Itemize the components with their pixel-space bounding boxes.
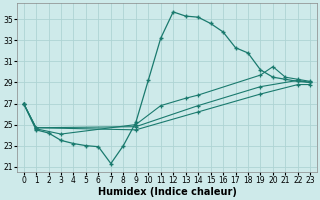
- X-axis label: Humidex (Indice chaleur): Humidex (Indice chaleur): [98, 187, 236, 197]
